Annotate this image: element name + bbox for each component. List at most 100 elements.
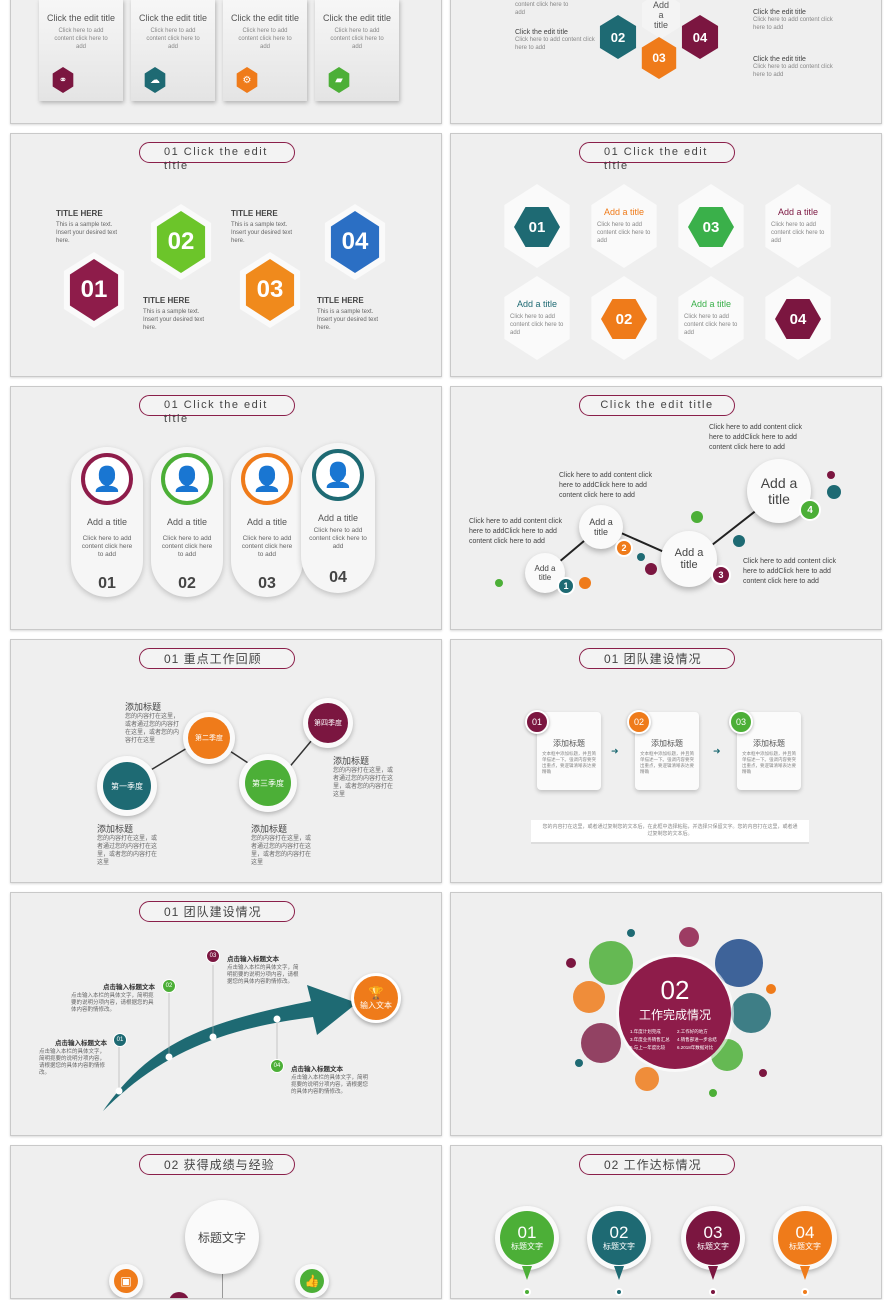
hex-04-label: 04	[692, 29, 708, 45]
connector-line	[222, 1264, 223, 1298]
hex-02-num: 02	[167, 228, 195, 255]
slide-tag: 01 Click the edit title	[139, 395, 295, 425]
box-icon[interactable]: ▣	[109, 1264, 143, 1298]
pin-num: 03	[703, 1223, 723, 1242]
text-hex-2[interactable]: Add a title Click here to add content cl…	[765, 184, 831, 268]
card-body: Click here to add content click here to …	[330, 28, 384, 50]
node-2[interactable]: Add a title	[579, 505, 623, 549]
item-2[interactable]: 02 标题文字	[587, 1206, 651, 1296]
slide-6: Click the edit title Add a title 1 Add a…	[450, 386, 882, 630]
slide-4: 01 Click the edit title 01 Add a title C…	[450, 133, 882, 377]
pill-1[interactable]: 👤 Add a title Click here to add content …	[71, 447, 143, 597]
item-1[interactable]: 01 标题文字	[495, 1206, 559, 1296]
item-title: 点击输入标题文本	[103, 984, 155, 991]
item-head: TITLE HERE	[56, 209, 103, 218]
section-list: 1.年度计划完成 2.工作好的地方 3.年度业务销售汇总 4.销售部进一步总结 …	[630, 1029, 720, 1051]
node-badge: 1	[557, 577, 575, 595]
node-q3[interactable]: 第三季度	[245, 760, 291, 806]
node-q2[interactable]: 第二季度	[188, 717, 230, 759]
pill-body: Click here to add content click here to …	[241, 535, 293, 558]
node-label: Add a title	[674, 547, 704, 571]
note-0: content click here to add	[515, 2, 569, 16]
text-hex-3[interactable]: Add a title Click here to add content cl…	[504, 276, 570, 360]
item-title: 点击输入标题文本	[55, 1040, 107, 1047]
item-3[interactable]: 03 标题文字	[681, 1206, 745, 1296]
arrow-icon: ➜	[611, 746, 619, 756]
input-text-button[interactable]: 🏆 输入文本	[351, 973, 401, 1023]
badge-03: 03	[206, 949, 220, 963]
card-badge-3: 03	[729, 710, 753, 734]
slide-tag: 02 获得成绩与经验	[139, 1154, 295, 1175]
hex-03: 03	[641, 37, 677, 79]
note-2: Click here to add content click here to …	[559, 472, 652, 499]
item-body: This is a sample text. Insert your desir…	[317, 309, 379, 331]
card-2[interactable]: Click the edit title Click here to add c…	[131, 0, 215, 101]
decor-dot	[691, 511, 703, 523]
item-head: TITLE HERE	[143, 296, 190, 305]
card-4[interactable]: Click the edit title Click here to add c…	[315, 0, 399, 101]
pill-2[interactable]: 👤 Add a title Click here to add content …	[151, 447, 223, 597]
item-body: 点击输入本栏的具体文字，简明扼要的说明分项内容，请根据您的具体内容酌情修改。	[71, 993, 154, 1013]
note-title: 添加标题	[125, 702, 162, 712]
people-icon: ⚭	[52, 67, 74, 93]
card-body: Click here to add content click here to …	[146, 28, 200, 50]
hex-02: 02	[599, 15, 637, 59]
badge-num: 01	[531, 717, 542, 727]
list-item: 4.销售部进一步总结	[677, 1036, 717, 1042]
decor-dot	[645, 563, 657, 575]
note-2: Click the edit title Click here to add c…	[753, 9, 843, 32]
text-hex-body: Click here to add content click here to …	[597, 222, 651, 244]
thumbs-up-icon[interactable]: 👍	[295, 1264, 329, 1298]
note-1: Click here to add content click here to …	[469, 518, 562, 545]
card-1[interactable]: Click the edit title Click here to add c…	[39, 0, 123, 101]
pin-num: 04	[795, 1223, 815, 1242]
pill-num: 01	[98, 575, 116, 592]
node-q4[interactable]: 第四季度	[308, 703, 348, 743]
note-body: Click here to add content click here to …	[753, 17, 833, 31]
slide-11: 02 获得成绩与经验 标题文字 ▣ 👍	[10, 1145, 442, 1299]
pill-body: Click here to add content click here to …	[81, 535, 133, 558]
card-3[interactable]: Click the edit title Click here to add c…	[223, 0, 307, 101]
growth-arrow	[103, 965, 357, 1111]
hex-01: 01	[514, 207, 560, 247]
center-hex: Add a title	[642, 0, 680, 39]
item-4[interactable]: 04 标题文字	[773, 1206, 837, 1296]
card-title: Click the edit title	[322, 13, 392, 23]
slide-8: 01 团队建设情况 添加标题 文本框中添加标题，并且简单描述一下。强调内容要突出…	[450, 639, 882, 883]
node-3[interactable]: Add a title	[661, 531, 717, 587]
node-badge: 2	[615, 539, 633, 557]
list-item: 6.2018年数据对比	[677, 1044, 714, 1050]
pill-3[interactable]: 👤 Add a title Click here to add content …	[231, 447, 303, 597]
item-body: This is a sample text. Insert your desir…	[143, 309, 205, 331]
slide-7: 01 重点工作回顾 第一季度 第二季度 第三季度 第四季度 添加标题 您的内容打…	[10, 639, 442, 883]
card-badge-1: 01	[525, 710, 549, 734]
node-label: Add a title	[534, 564, 556, 582]
center-title[interactable]: 标题文字	[185, 1200, 259, 1274]
item-body: This is a sample text. Insert your desir…	[56, 222, 118, 244]
hex-04: 04	[775, 299, 821, 339]
pin-num: 02	[609, 1223, 629, 1242]
hex-04: 04	[681, 15, 719, 59]
item-title: 点击输入标题文本	[227, 956, 279, 963]
pin-dot	[523, 1288, 531, 1296]
hex-03: 03	[688, 207, 734, 247]
slide-5: 01 Click the edit title 👤 Add a title Cl…	[10, 386, 442, 630]
hex-04-num: 04	[789, 310, 807, 328]
node-q1[interactable]: 第一季度	[103, 762, 151, 810]
box-icon-inner: ▣	[114, 1269, 138, 1293]
user-avatar-icon: 👤	[161, 453, 213, 505]
section-title: 工作完成情况	[638, 1007, 711, 1022]
pill-num: 04	[329, 569, 347, 586]
note-body: 您的内容打在这里，或者通过您的内容打在这里，或者您的内容打在这里	[333, 768, 394, 798]
text-hex-1[interactable]: Add a title Click here to add content cl…	[591, 184, 657, 268]
pin-label: 标题文字	[603, 1242, 635, 1251]
hex-02-num: 02	[615, 310, 633, 328]
card-title: 添加标题	[753, 739, 785, 748]
card-title: Click the edit title	[138, 13, 208, 23]
pill-4[interactable]: 👤 Add a title Click here to add content …	[301, 443, 375, 593]
note-title: 添加标题	[251, 824, 288, 834]
item-body: 点击输入本栏的具体文字，简明扼要的说明分项内容，请根据您的具体内容酌情修改。	[39, 1049, 106, 1076]
badge-num: 03	[735, 717, 746, 727]
node-label: Add a title	[589, 517, 613, 537]
text-hex-4[interactable]: Add a title Click here to add content cl…	[678, 276, 744, 360]
